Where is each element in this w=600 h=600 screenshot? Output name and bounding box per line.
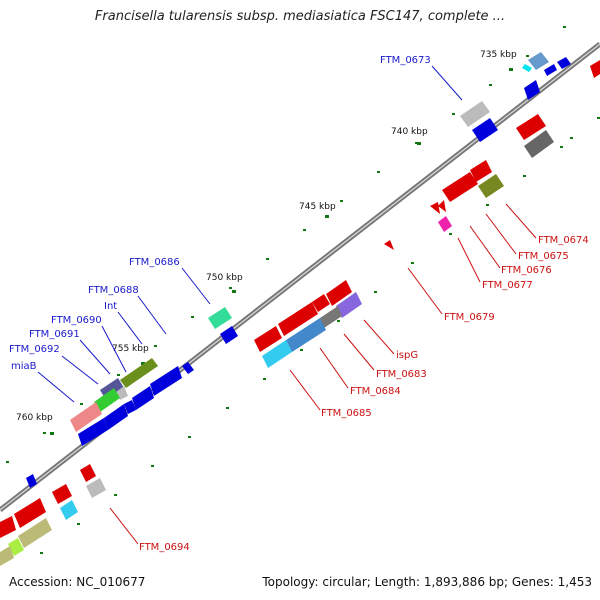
- gene-feature: [120, 358, 158, 388]
- gene-labels-outer: FTM_0673 FTM_0686 FTM_0688 Int FTM_0690 …: [9, 55, 431, 372]
- gene-feature: [384, 240, 394, 250]
- leader-lines-outer: [37, 65, 463, 403]
- gene-feature: [80, 464, 96, 482]
- gene-label-int: Int: [104, 301, 117, 312]
- gene-feature: [544, 64, 557, 76]
- gene-feature: [522, 64, 532, 72]
- tick-label-745: 745 kbp: [299, 202, 336, 212]
- gene-feature: [94, 388, 120, 412]
- gene-feature: [254, 326, 282, 352]
- gene-feature: [70, 402, 102, 432]
- gene-feature: [528, 52, 549, 70]
- gene-feature: [460, 101, 490, 127]
- gene-feature: [336, 292, 362, 318]
- tick-labels: 735 kbp 740 kbp 745 kbp 750 kbp 755 kbp …: [16, 50, 517, 423]
- map-title: Francisella tularensis subsp. mediasiati…: [94, 9, 506, 24]
- gene-feature: [52, 484, 72, 504]
- gene-feature: [8, 538, 24, 556]
- gene-feature: [524, 130, 554, 158]
- gene-label-ftm-0686: FTM_0686: [129, 257, 180, 268]
- features-inner-strand: [0, 114, 554, 566]
- gene-feature: [278, 302, 318, 336]
- gene-feature: [516, 114, 546, 140]
- gene-label-ftm-0690: FTM_0690: [51, 315, 102, 326]
- gene-feature: [60, 500, 78, 520]
- gene-feature: [478, 174, 504, 198]
- gene-feature: [312, 294, 330, 312]
- gene-feature: [470, 160, 492, 182]
- gene-feature: [262, 340, 292, 368]
- gene-label-ftm-0685: FTM_0685: [321, 408, 372, 419]
- gene-feature: [78, 418, 108, 446]
- gene-feature: [557, 57, 571, 69]
- gene-label-ftm-0677: FTM_0677: [482, 280, 533, 291]
- gene-feature: [132, 386, 154, 410]
- gene-label-ftm-0679: FTM_0679: [444, 312, 495, 323]
- gene-feature: [590, 60, 600, 78]
- gene-label-ftm-0675: FTM_0675: [518, 251, 569, 262]
- gene-labels-inner: FTM_0674 FTM_0675 FTM_0676 FTM_0677 FTM_…: [139, 235, 589, 553]
- gene-feature: [472, 118, 498, 142]
- gene-label-ftm-0683: FTM_0683: [376, 369, 427, 380]
- gene-feature: [182, 362, 194, 374]
- gene-label-ftm-0674: FTM_0674: [538, 235, 589, 246]
- gene-label-ftm-0688: FTM_0688: [88, 285, 139, 296]
- gene-feature: [86, 478, 106, 498]
- tick-label-735: 735 kbp: [480, 50, 517, 60]
- gene-feature: [326, 280, 352, 306]
- gene-label-ftm-0694: FTM_0694: [139, 542, 190, 553]
- gene-feature: [442, 172, 478, 202]
- tick-label-755: 755 kbp: [112, 344, 149, 354]
- gene-feature: [524, 80, 540, 100]
- gene-feature: [124, 400, 136, 414]
- gene-feature: [14, 498, 46, 528]
- tick-marks-inner: [40, 117, 600, 554]
- gene-feature: [320, 306, 342, 328]
- accession-text: Accession: NC_010677: [9, 575, 146, 589]
- gene-feature: [220, 326, 238, 344]
- gene-feature: [286, 318, 326, 352]
- gene-label-ftm-0673: FTM_0673: [380, 55, 431, 66]
- gene-feature: [26, 474, 37, 488]
- gene-feature: [430, 202, 440, 214]
- gene-feature: [150, 366, 182, 396]
- gene-label-ispg: ispG: [396, 350, 418, 361]
- gene-label-ftm-0684: FTM_0684: [350, 386, 401, 397]
- gene-label-ftm-0691: FTM_0691: [29, 329, 80, 340]
- gene-feature: [0, 546, 14, 566]
- gene-feature: [18, 518, 52, 548]
- tick-label-750: 750 kbp: [206, 273, 243, 283]
- tick-label-760: 760 kbp: [16, 413, 53, 423]
- features-outer-strand: [26, 52, 600, 488]
- tick-marks-outer: [6, 26, 566, 463]
- gene-label-ftm-0692: FTM_0692: [9, 344, 60, 355]
- gene-label-miab: miaB: [11, 361, 37, 372]
- gene-feature: [0, 516, 16, 538]
- gene-label-ftm-0676: FTM_0676: [501, 265, 552, 276]
- leader-lines-inner: [109, 203, 537, 545]
- gene-feature: [208, 307, 232, 329]
- tick-label-740: 740 kbp: [391, 127, 428, 137]
- gene-feature: [438, 216, 452, 232]
- gene-feature: [438, 200, 446, 212]
- genome-summary-text: Topology: circular; Length: 1,893,886 bp…: [262, 575, 592, 589]
- gene-feature: [104, 404, 128, 430]
